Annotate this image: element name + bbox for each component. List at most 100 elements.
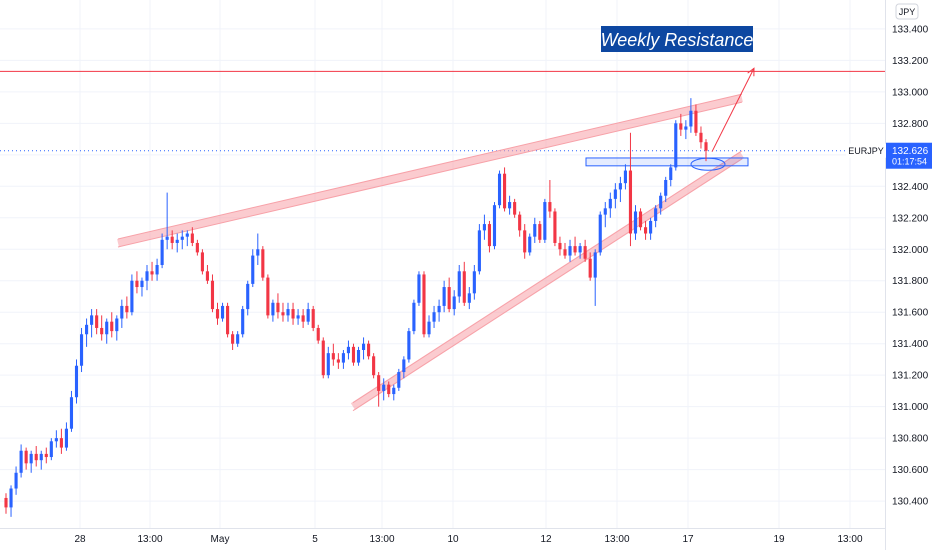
- annotation-box[interactable]: [601, 26, 753, 52]
- candle: [246, 280, 250, 316]
- candle: [130, 274, 134, 316]
- candle-body: [553, 211, 557, 243]
- candle: [477, 224, 481, 275]
- candle: [543, 198, 547, 243]
- candle: [618, 176, 622, 203]
- projection-arrow[interactable]: [711, 68, 755, 152]
- candle: [160, 233, 164, 269]
- candle-body: [351, 346, 356, 363]
- candle: [341, 350, 345, 369]
- arrow-head: [747, 67, 755, 77]
- candle: [588, 252, 592, 281]
- time-tick-label: 19: [773, 534, 785, 545]
- candle: [633, 205, 638, 240]
- candle-body: [226, 305, 230, 335]
- candle-body: [130, 280, 134, 313]
- lower-wedge-band[interactable]: [350, 151, 745, 411]
- candle: [311, 305, 315, 332]
- candle: [175, 233, 179, 253]
- price-tick-label: 131.800: [892, 276, 929, 287]
- candle: [533, 217, 537, 243]
- price-tick-label: 132.400: [892, 182, 929, 193]
- candle-body: [241, 309, 245, 335]
- candle: [372, 353, 376, 379]
- candle: [568, 239, 572, 262]
- candle: [704, 139, 708, 162]
- candle: [210, 274, 215, 313]
- candle-body: [185, 233, 189, 237]
- candle: [79, 327, 84, 373]
- candle: [644, 220, 648, 240]
- candle-body: [402, 359, 406, 373]
- candle-body: [447, 287, 451, 310]
- candle-body: [472, 271, 476, 294]
- candle: [24, 447, 28, 470]
- grid: [0, 0, 885, 528]
- candle-body: [256, 249, 260, 256]
- candle: [628, 132, 633, 247]
- candle: [64, 422, 68, 451]
- candle-body: [528, 236, 532, 253]
- candle-body: [79, 334, 84, 366]
- candle: [215, 302, 220, 325]
- candle: [649, 217, 653, 240]
- candle-body: [210, 280, 215, 310]
- candle-body: [412, 302, 416, 332]
- candle: [452, 290, 456, 316]
- candle: [261, 246, 265, 281]
- time-tick-label: 10: [447, 534, 459, 545]
- candle-body: [271, 302, 275, 316]
- annotation-text: Weekly Resistance: [601, 30, 754, 50]
- candle: [155, 258, 159, 281]
- candle: [503, 167, 507, 212]
- candle-body: [34, 453, 38, 461]
- time-tick-label: 13:00: [837, 534, 862, 545]
- candle: [44, 447, 48, 464]
- candle-body: [180, 236, 184, 240]
- time-tick-label: May: [211, 534, 230, 545]
- candle: [679, 113, 683, 136]
- candle-body: [618, 183, 622, 190]
- candle: [598, 211, 602, 256]
- candle-body: [654, 208, 658, 221]
- candle-body: [558, 242, 562, 250]
- candle-body: [261, 249, 265, 278]
- candle-body: [513, 202, 517, 215]
- support-zone[interactable]: [585, 157, 749, 167]
- candle: [583, 239, 587, 262]
- candle: [271, 299, 275, 322]
- support-ellipse[interactable]: [690, 157, 726, 171]
- price-tick-label: 132.800: [892, 119, 929, 130]
- candles: [4, 98, 708, 517]
- candle: [407, 327, 411, 363]
- candle-body: [518, 214, 522, 231]
- candle: [422, 271, 426, 338]
- candle: [699, 126, 703, 149]
- candle-body: [442, 287, 446, 306]
- candle: [49, 438, 53, 461]
- candle-body: [407, 331, 411, 360]
- currency-box[interactable]: [895, 3, 919, 20]
- candle: [74, 359, 79, 404]
- upper-wedge-band[interactable]: [117, 94, 743, 247]
- price-tick-label: 132.200: [892, 213, 929, 224]
- candle: [689, 98, 693, 133]
- currency-label: JPY: [899, 7, 916, 17]
- candle: [125, 296, 129, 319]
- candle-body: [533, 224, 537, 237]
- candle-body: [628, 170, 633, 234]
- candle: [301, 309, 305, 328]
- candle-body: [100, 327, 104, 335]
- candle-body: [593, 252, 597, 278]
- candle-body: [160, 239, 164, 265]
- candle: [29, 450, 33, 473]
- candle: [553, 208, 557, 247]
- candle-body: [598, 214, 602, 253]
- candle: [110, 312, 114, 338]
- candle-body: [341, 353, 345, 363]
- candle-body: [684, 126, 688, 130]
- candle-body: [603, 208, 607, 215]
- candle: [482, 214, 486, 240]
- candle-body: [14, 472, 18, 489]
